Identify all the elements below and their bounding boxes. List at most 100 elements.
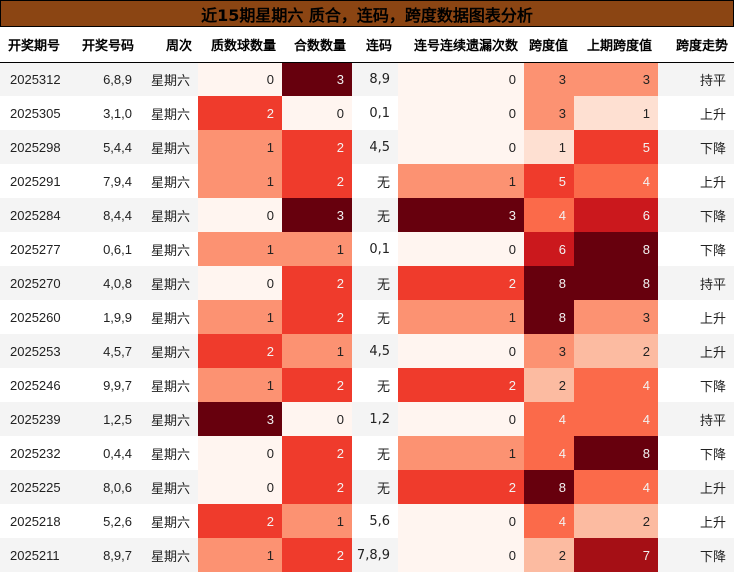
prime-count-cell: 0 (198, 198, 282, 232)
weekday-cell: 星期六 (140, 96, 198, 130)
table-row: 2025253 4,5,7 星期六 2 1 4,5 0 3 2 上升 (0, 334, 734, 368)
prime-count-cell: 1 (198, 368, 282, 402)
table-row: 2025291 7,9,4 星期六 1 2 无 1 5 4 上升 (0, 164, 734, 198)
consecutive-miss-cell: 0 (398, 402, 524, 436)
col-header-numbers: 开奖号码 (72, 28, 140, 63)
analysis-table: 开奖期号 开奖号码 周次 质数球数量 合数数量 连码 连号连续遗漏次数 跨度值 … (0, 28, 734, 572)
composite-count-cell: 2 (282, 164, 352, 198)
composite-count-cell: 2 (282, 538, 352, 572)
col-header-prev-span: 上期跨度值 (574, 28, 658, 63)
weekday-cell: 星期六 (140, 300, 198, 334)
consecutive-cell: 5,6 (352, 504, 398, 538)
composite-count-cell: 2 (282, 436, 352, 470)
issue-cell: 2025298 (0, 130, 72, 164)
consecutive-cell: 4,5 (352, 130, 398, 164)
prime-count-cell: 2 (198, 504, 282, 538)
issue-cell: 2025277 (0, 232, 72, 266)
col-header-prime-count: 质数球数量 (198, 28, 282, 63)
composite-count-cell: 2 (282, 368, 352, 402)
weekday-cell: 星期六 (140, 130, 198, 164)
issue-cell: 2025291 (0, 164, 72, 198)
weekday-cell: 星期六 (140, 470, 198, 504)
span-cell: 4 (524, 504, 574, 538)
table-row: 2025270 4,0,8 星期六 0 2 无 2 8 8 持平 (0, 266, 734, 300)
numbers-cell: 7,9,4 (72, 164, 140, 198)
prime-count-cell: 0 (198, 436, 282, 470)
consecutive-miss-cell: 1 (398, 300, 524, 334)
span-cell: 8 (524, 300, 574, 334)
weekday-cell: 星期六 (140, 436, 198, 470)
table-row: 2025232 0,4,4 星期六 0 2 无 1 4 8 下降 (0, 436, 734, 470)
prev-span-cell: 1 (574, 96, 658, 130)
prime-count-cell: 2 (198, 334, 282, 368)
numbers-cell: 4,5,7 (72, 334, 140, 368)
consecutive-cell: 8,9 (352, 62, 398, 96)
consecutive-cell: 0,1 (352, 96, 398, 130)
composite-count-cell: 2 (282, 266, 352, 300)
consecutive-miss-cell: 2 (398, 368, 524, 402)
issue-cell: 2025260 (0, 300, 72, 334)
numbers-cell: 5,4,4 (72, 130, 140, 164)
prev-span-cell: 4 (574, 164, 658, 198)
composite-count-cell: 0 (282, 96, 352, 130)
consecutive-cell: 无 (352, 436, 398, 470)
composite-count-cell: 3 (282, 198, 352, 232)
prime-count-cell: 0 (198, 470, 282, 504)
span-trend-cell: 下降 (658, 538, 734, 572)
span-trend-cell: 上升 (658, 96, 734, 130)
issue-cell: 2025232 (0, 436, 72, 470)
consecutive-miss-cell: 2 (398, 470, 524, 504)
prev-span-cell: 2 (574, 334, 658, 368)
prime-count-cell: 1 (198, 538, 282, 572)
span-cell: 2 (524, 538, 574, 572)
span-trend-cell: 持平 (658, 62, 734, 96)
issue-cell: 2025312 (0, 62, 72, 96)
composite-count-cell: 2 (282, 470, 352, 504)
prev-span-cell: 2 (574, 504, 658, 538)
weekday-cell: 星期六 (140, 62, 198, 96)
consecutive-cell: 无 (352, 198, 398, 232)
span-trend-cell: 上升 (658, 300, 734, 334)
col-header-issue: 开奖期号 (0, 28, 72, 63)
consecutive-cell: 无 (352, 300, 398, 334)
numbers-cell: 0,6,1 (72, 232, 140, 266)
consecutive-cell: 4,5 (352, 334, 398, 368)
span-cell: 3 (524, 62, 574, 96)
prev-span-cell: 4 (574, 368, 658, 402)
table-row: 2025225 8,0,6 星期六 0 2 无 2 8 4 上升 (0, 470, 734, 504)
table-row: 2025277 0,6,1 星期六 1 1 0,1 0 6 8 下降 (0, 232, 734, 266)
prev-span-cell: 3 (574, 62, 658, 96)
span-cell: 2 (524, 368, 574, 402)
span-trend-cell: 持平 (658, 266, 734, 300)
table-row: 2025211 8,9,7 星期六 1 2 7,8,9 0 2 7 下降 (0, 538, 734, 572)
span-cell: 8 (524, 266, 574, 300)
composite-count-cell: 1 (282, 504, 352, 538)
weekday-cell: 星期六 (140, 538, 198, 572)
consecutive-miss-cell: 3 (398, 198, 524, 232)
span-trend-cell: 下降 (658, 130, 734, 164)
span-cell: 1 (524, 130, 574, 164)
numbers-cell: 6,8,9 (72, 62, 140, 96)
weekday-cell: 星期六 (140, 266, 198, 300)
composite-count-cell: 3 (282, 62, 352, 96)
weekday-cell: 星期六 (140, 504, 198, 538)
table-row: 2025260 1,9,9 星期六 1 2 无 1 8 3 上升 (0, 300, 734, 334)
consecutive-cell: 7,8,9 (352, 538, 398, 572)
prime-count-cell: 0 (198, 266, 282, 300)
composite-count-cell: 2 (282, 300, 352, 334)
consecutive-cell: 无 (352, 470, 398, 504)
issue-cell: 2025270 (0, 266, 72, 300)
col-header-span-trend: 跨度走势 (658, 28, 734, 63)
span-cell: 4 (524, 198, 574, 232)
consecutive-miss-cell: 1 (398, 436, 524, 470)
consecutive-cell: 无 (352, 164, 398, 198)
span-trend-cell: 下降 (658, 232, 734, 266)
weekday-cell: 星期六 (140, 232, 198, 266)
col-header-span: 跨度值 (524, 28, 574, 63)
table-row: 2025246 9,9,7 星期六 1 2 无 2 2 4 下降 (0, 368, 734, 402)
col-header-composite-count: 合数数量 (282, 28, 352, 63)
numbers-cell: 8,9,7 (72, 538, 140, 572)
span-trend-cell: 上升 (658, 504, 734, 538)
prev-span-cell: 5 (574, 130, 658, 164)
span-trend-cell: 下降 (658, 198, 734, 232)
